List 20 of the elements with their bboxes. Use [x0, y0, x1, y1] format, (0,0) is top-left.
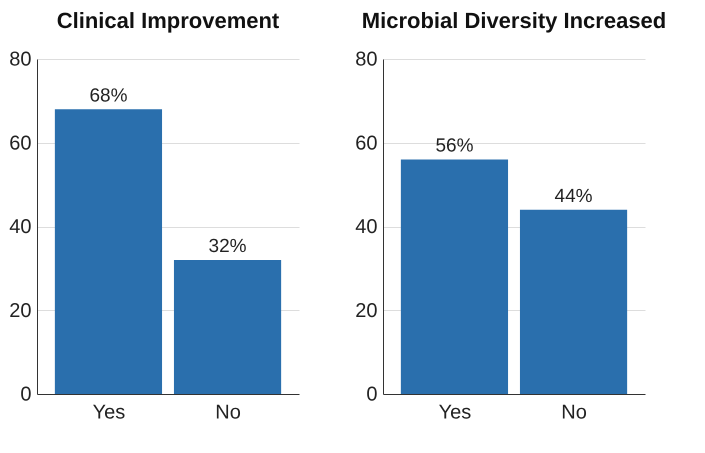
y-tick-label: 40	[355, 216, 378, 238]
chart-title: Microbial Diversity Increased	[362, 8, 666, 33]
data-label: 56%	[435, 136, 474, 156]
y-tick-label: 80	[355, 48, 378, 70]
data-label: 68%	[89, 85, 128, 106]
data-label: 44%	[554, 186, 593, 207]
y-tick-label: 0	[20, 384, 32, 406]
data-label: 32%	[208, 236, 247, 257]
x-tick-label: No	[561, 402, 587, 424]
y-tick-label: 20	[9, 300, 32, 322]
x-tick-label: Yes	[438, 402, 472, 424]
y-tick-label: 80	[9, 48, 32, 70]
x-tick-label: No	[215, 402, 241, 424]
y-tick-label: 40	[9, 216, 32, 238]
y-tick-label: 60	[355, 132, 378, 154]
y-tick-label: 0	[366, 384, 378, 406]
x-tick-label: Yes	[92, 402, 126, 424]
y-tick-label: 20	[355, 300, 378, 322]
chart-title: Clinical Improvement	[56, 8, 280, 33]
y-tick-label: 60	[9, 132, 32, 154]
